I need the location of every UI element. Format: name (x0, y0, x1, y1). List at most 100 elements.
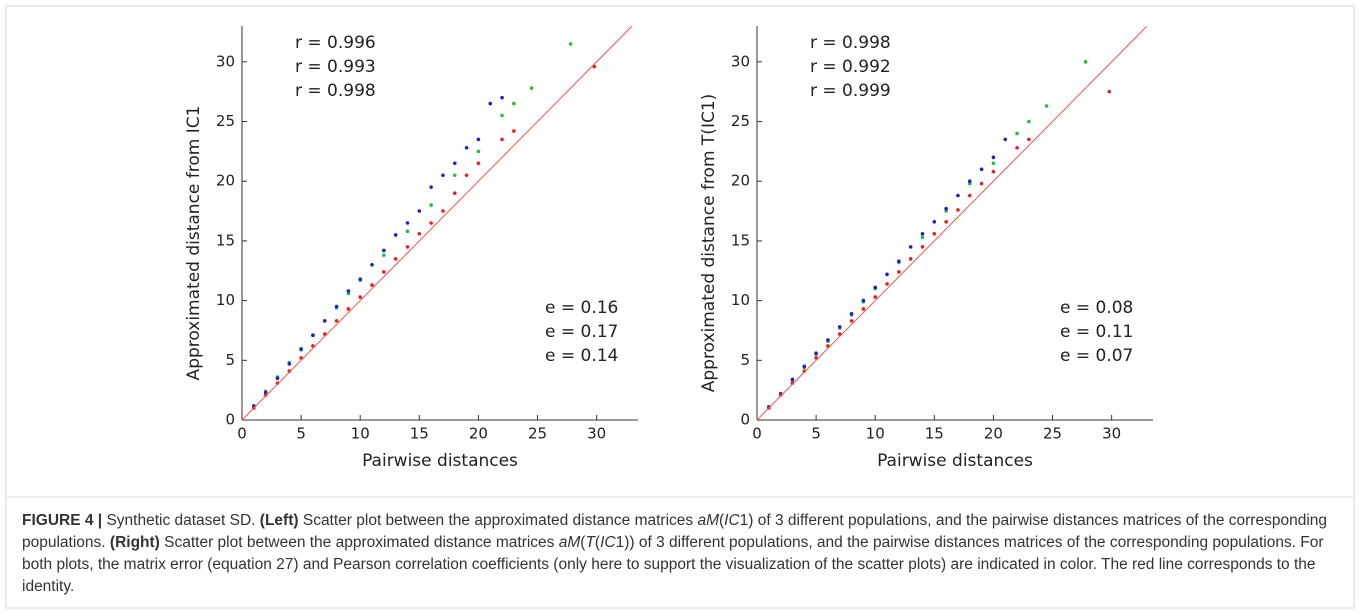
point (452, 161, 457, 166)
y-tick-label: 15 (731, 231, 750, 249)
caption-run: ( (719, 512, 725, 529)
point (382, 248, 386, 253)
x-tick-label: 20 (984, 425, 1003, 443)
point (1003, 137, 1008, 142)
point (1083, 60, 1088, 64)
point (346, 307, 351, 311)
annotation: r = 0.996 (295, 33, 376, 53)
annotation: e = 0.08 (1060, 298, 1133, 318)
point (920, 245, 925, 249)
point (908, 245, 913, 249)
point (932, 220, 937, 224)
point (441, 173, 445, 178)
point (849, 319, 854, 323)
point (991, 161, 996, 166)
point (1027, 137, 1031, 142)
y-tick-label: 0 (225, 411, 235, 429)
point (529, 86, 534, 90)
y-tick-label: 5 (740, 351, 750, 369)
x-tick-label: 25 (1043, 425, 1062, 443)
point (275, 376, 280, 381)
point (897, 270, 901, 274)
point (873, 295, 878, 299)
caption-run: Scatter plot between the approximated di… (159, 534, 559, 551)
point (944, 220, 948, 224)
y-tick-label: 25 (731, 112, 750, 130)
point (967, 179, 972, 184)
point (956, 193, 960, 198)
x-tick-label: 10 (866, 425, 885, 443)
point (311, 333, 315, 338)
point (991, 169, 996, 174)
y-tick-label: 25 (216, 112, 235, 130)
point (287, 362, 292, 366)
y-tick-label: 20 (731, 172, 750, 190)
point (1015, 131, 1019, 136)
point (908, 257, 913, 261)
x-tick-label: 25 (528, 425, 547, 443)
point (932, 231, 937, 236)
point (814, 351, 818, 355)
point (512, 129, 516, 133)
point (346, 289, 351, 293)
annotation: e = 0.07 (1060, 346, 1133, 366)
plot-area (242, 26, 633, 420)
caption-run: ( (580, 534, 586, 551)
caption-run: T (585, 534, 595, 551)
y-tick-label: 5 (225, 351, 235, 369)
point (861, 307, 866, 311)
y-tick-label: 10 (731, 291, 750, 309)
caption-run: Scatter plot between the approximated di… (298, 512, 698, 529)
annotation: e = 0.14 (545, 346, 618, 366)
caption-run: 1) of 3 different populations, and the p… (22, 512, 1328, 551)
point (464, 173, 469, 178)
point (500, 95, 504, 100)
point (1027, 119, 1031, 124)
point (358, 277, 363, 281)
point (334, 304, 339, 309)
point (299, 347, 303, 352)
x-tick-label: 20 (469, 425, 488, 443)
y-tick-label: 10 (216, 291, 235, 309)
x-tick-label: 5 (296, 425, 306, 443)
point (885, 282, 889, 286)
frame (5, 5, 1355, 609)
point (1015, 145, 1019, 150)
caption-run: aM (558, 534, 581, 551)
x-axis-label: Pairwise distances (877, 451, 1033, 471)
point (1044, 104, 1049, 108)
point (920, 231, 925, 236)
point (405, 245, 410, 249)
point (358, 295, 363, 299)
point (476, 161, 481, 166)
point (837, 325, 842, 329)
point (417, 231, 422, 236)
x-tick-label: 0 (752, 425, 762, 443)
point (417, 209, 422, 213)
point (393, 257, 398, 261)
point (405, 221, 410, 225)
point (897, 259, 901, 264)
point (568, 42, 573, 46)
point (979, 167, 984, 172)
y-axis-label: Approximated distance from IC1 (184, 106, 204, 381)
point (370, 262, 374, 267)
point (861, 298, 866, 303)
x-tick-label: 5 (811, 425, 821, 443)
point (429, 203, 433, 207)
y-axis-label: Approximated distance from T(IC1) (699, 94, 719, 393)
point (500, 113, 504, 118)
caption-run: IC (600, 534, 616, 551)
caption-run: FIGURE 4 | (22, 512, 107, 529)
point (393, 233, 398, 237)
point (322, 319, 327, 323)
point (826, 338, 830, 342)
point (476, 149, 481, 154)
annotation: e = 0.16 (545, 298, 618, 318)
caption-run: IC (724, 512, 740, 529)
annotation: r = 0.998 (810, 33, 891, 53)
point (464, 145, 469, 150)
point (991, 155, 996, 160)
x-tick-label: 15 (925, 425, 944, 443)
